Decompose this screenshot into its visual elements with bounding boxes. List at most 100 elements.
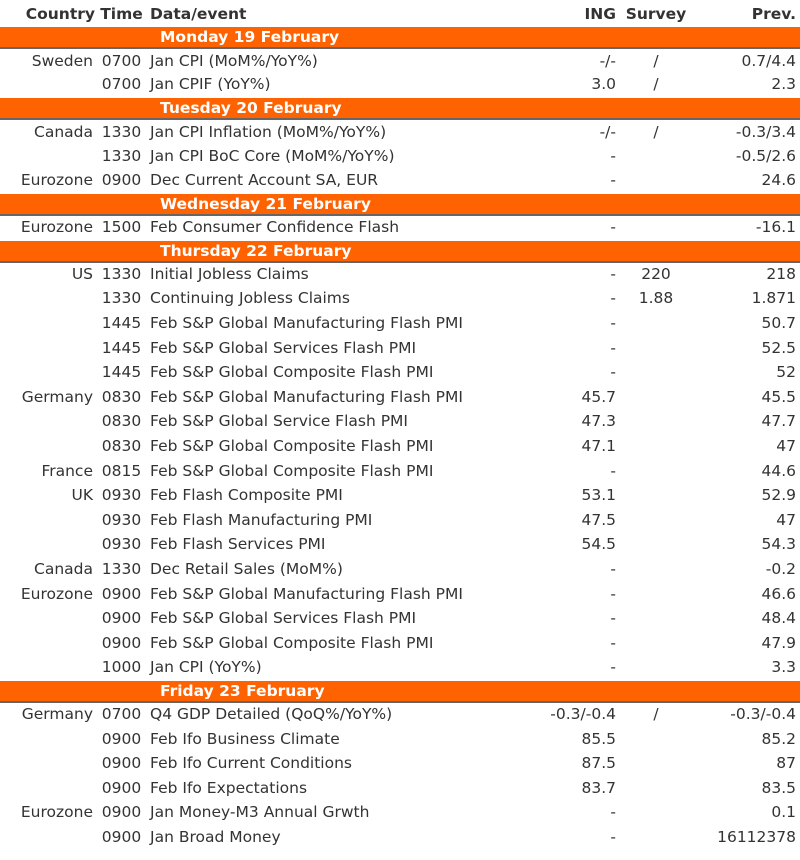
survey-cell [620, 483, 692, 508]
country-cell [0, 409, 97, 434]
time-cell: 0930 [101, 535, 142, 554]
country-cell [0, 508, 97, 533]
country-cell [0, 335, 97, 360]
country-cell: Eurozone [20, 218, 93, 237]
table-row: 0830 Feb S&P Global Composite Flash PMI 47… [0, 434, 800, 459]
header-event: Data/event [150, 5, 247, 23]
ing-cell: - [610, 559, 616, 578]
event-cell: Jan Money-M3 Annual Grwth [150, 803, 370, 822]
day-header-row: Wednesday 21 February [0, 191, 800, 216]
country-cell: Sweden [31, 51, 93, 70]
table-row: Germany 0700 Q4 GDP Detailed (QoQ%/YoY%) -0… [0, 702, 800, 727]
country-cell [0, 144, 97, 169]
prev-cell: 44.6 [761, 461, 796, 480]
table-row: Sweden 0700 Jan CPI (MoM%/YoY%) -/- / 0.7/4.4 [0, 48, 800, 73]
table-row: US 1330 Initial Jobless Claims - 220 218 [0, 262, 800, 287]
ing-cell: - [610, 265, 616, 284]
survey-cell [620, 335, 692, 360]
country-cell: Eurozone [20, 803, 93, 822]
ing-cell: 3.0 [591, 75, 616, 94]
table-row: Eurozone 1500 Feb Consumer Confidence Flas… [0, 215, 800, 240]
survey-cell: / [653, 51, 659, 70]
ing-cell: - [610, 461, 616, 480]
event-cell: Feb Consumer Confidence Flash [150, 218, 400, 237]
table-row: 1330 Continuing Jobless Claims - 1.88 1.871 [0, 286, 800, 311]
table-row: 1445 Feb S&P Global Manufacturing Flash P… [0, 311, 800, 336]
country-cell [0, 532, 97, 557]
prev-cell: -0.5/2.6 [735, 147, 796, 166]
time-cell: 0930 [101, 486, 142, 505]
prev-cell: 3.3 [771, 657, 796, 676]
table-row: 0900 Feb Ifo Expectations 83.7 83.5 [0, 775, 800, 800]
time-cell: 0700 [101, 75, 142, 94]
event-cell: Initial Jobless Claims [150, 265, 309, 284]
country-cell: Germany [21, 387, 93, 406]
ing-cell: - [610, 584, 616, 603]
prev-cell: 218 [766, 265, 796, 284]
country-cell [0, 311, 97, 336]
table-body: Monday 19 February Sweden 0700 Jan CPI (MoM… [0, 25, 800, 850]
time-cell: 0700 [101, 705, 142, 724]
header-survey: Survey [625, 5, 687, 23]
country-cell: Canada [34, 122, 93, 141]
prev-cell: 83.5 [761, 778, 796, 797]
ing-cell: - [610, 657, 616, 676]
table-row: 1445 Feb S&P Global Composite Flash PMI - 5… [0, 360, 800, 385]
event-cell: Dec Current Account SA, EUR [150, 171, 379, 190]
country-cell: Eurozone [20, 171, 93, 190]
survey-cell [620, 655, 692, 680]
country-cell: France [41, 461, 93, 480]
event-cell: Feb S&P Global Manufacturing Flash PMI [150, 314, 463, 333]
survey-cell [620, 825, 692, 850]
prev-cell: 52 [776, 363, 796, 382]
event-cell: Jan CPI BoC Core (MoM%/YoY%) [150, 147, 395, 166]
survey-cell [620, 168, 692, 193]
survey-cell [620, 458, 692, 483]
country-cell: Canada [34, 559, 93, 578]
time-cell: 0900 [101, 729, 142, 748]
table-row: 0900 Feb Ifo Business Climate 85.5 85.2 [0, 726, 800, 751]
prev-cell: 46.6 [761, 584, 796, 603]
time-cell: 0830 [101, 437, 142, 456]
table-row: Canada 1330 Dec Retail Sales (MoM%) - -0.2 [0, 557, 800, 582]
country-cell: US [71, 265, 93, 284]
prev-cell: 2.3 [771, 75, 796, 94]
ing-cell: -/- [599, 51, 616, 70]
ing-cell: - [610, 289, 616, 308]
event-cell: Jan Broad Money [150, 827, 281, 846]
prev-cell: 52.9 [761, 486, 796, 505]
prev-cell: 87 [776, 754, 796, 773]
ing-cell: 54.5 [581, 535, 616, 554]
time-cell: 1445 [101, 314, 142, 333]
day-header-spacer [0, 238, 146, 263]
survey-cell [620, 409, 692, 434]
header-country: Country [25, 5, 95, 23]
prev-cell: 54.3 [761, 535, 796, 554]
day-header-row: Friday 23 February [0, 678, 800, 703]
country-cell: Eurozone [20, 584, 93, 603]
ing-cell: - [610, 218, 616, 237]
table-row: Eurozone 0900 Feb S&P Global Manufacturing… [0, 581, 800, 606]
time-cell: 0700 [101, 51, 142, 70]
prev-cell: 0.1 [771, 803, 796, 822]
event-cell: Feb S&P Global Services Flash PMI [150, 338, 417, 357]
time-cell: 0815 [101, 461, 142, 480]
survey-cell [620, 215, 692, 240]
table-row: Eurozone 0900 Jan Money-M3 Annual Grwth - 0.… [0, 800, 800, 825]
time-cell: 0900 [101, 584, 142, 603]
event-cell: Feb S&P Global Services Flash PMI [150, 609, 417, 628]
day-header-label: Thursday 22 February [146, 238, 800, 263]
prev-cell: -0.3/3.4 [735, 122, 796, 141]
ing-cell: - [610, 827, 616, 846]
ing-cell: -0.3/-0.4 [550, 705, 616, 724]
time-cell: 1330 [101, 559, 142, 578]
event-cell: Feb Ifo Expectations [150, 778, 308, 797]
day-header-spacer [0, 191, 146, 216]
event-cell: Feb Ifo Current Conditions [150, 754, 352, 773]
time-cell: 0930 [101, 510, 142, 529]
ing-cell: 47.3 [581, 412, 616, 431]
survey-cell: 1.88 [638, 289, 674, 308]
table-row: 0900 Feb Ifo Current Conditions 87.5 87 [0, 751, 800, 776]
prev-cell: 0.7/4.4 [741, 51, 796, 70]
event-cell: Jan CPI (MoM%/YoY%) [150, 51, 318, 70]
